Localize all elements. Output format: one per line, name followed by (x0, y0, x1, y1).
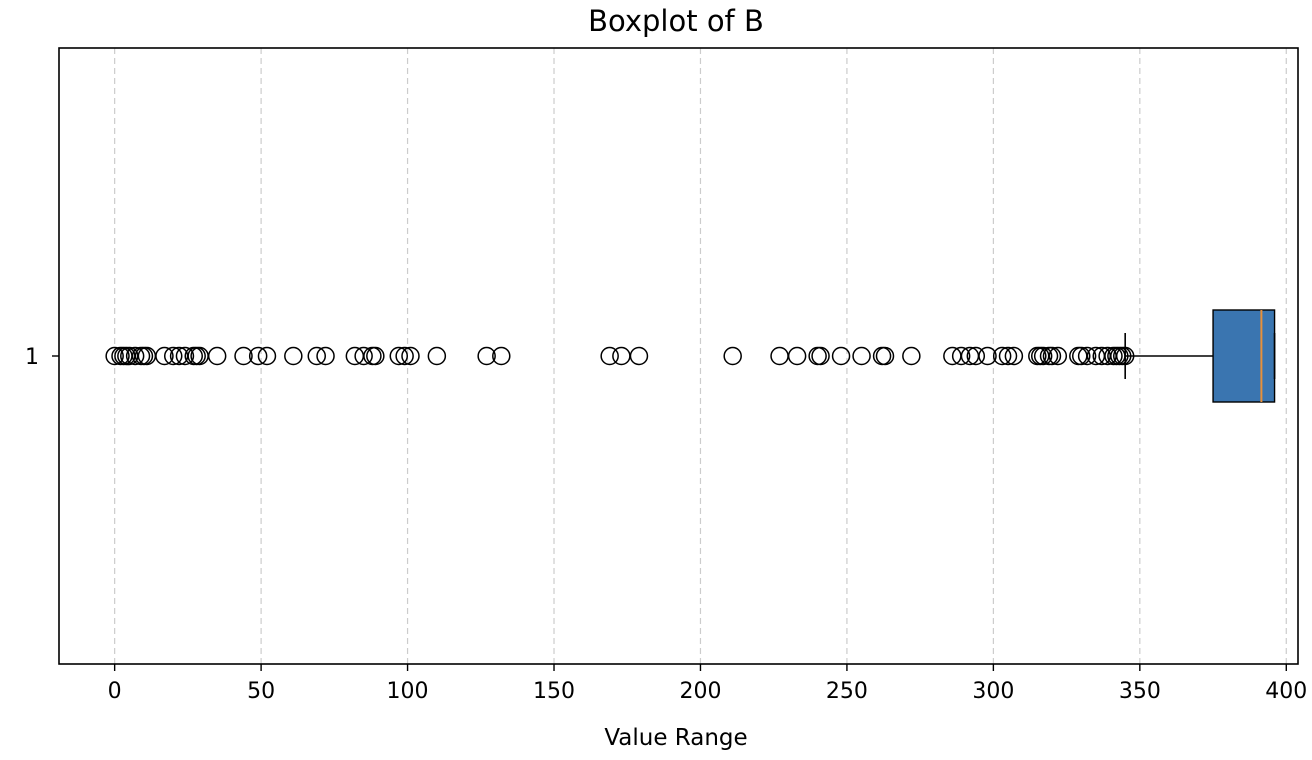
outlier-point (852, 346, 871, 366)
outlier-point (105, 346, 124, 366)
outlier-point (1115, 346, 1135, 366)
outlier-point (248, 346, 268, 366)
x-tick-label: 50 (247, 679, 275, 704)
outlier-point (1048, 346, 1068, 366)
outlier-point (811, 346, 830, 366)
x-tick-label: 250 (826, 679, 868, 704)
x-tick-label: 100 (387, 679, 429, 704)
box-plot (1124, 309, 1276, 403)
outlier-point (234, 346, 253, 366)
outlier-point (366, 346, 385, 366)
outlier-point (401, 346, 420, 366)
outlier-point (395, 346, 414, 366)
x-tick-label: 150 (533, 679, 575, 704)
x-tick-label: 350 (1119, 679, 1161, 704)
outlier-point (1033, 346, 1053, 366)
outlier-point (770, 346, 789, 366)
x-tick-label: 300 (972, 679, 1014, 704)
outlier-point (875, 346, 895, 366)
outlier-point (1004, 346, 1024, 366)
outlier-point (612, 346, 631, 366)
outlier-point (427, 346, 447, 366)
outlier-point (998, 346, 1018, 366)
outlier-point (257, 346, 277, 366)
outlier-point (307, 346, 327, 366)
outlier-point (354, 346, 373, 366)
outlier-point (723, 346, 742, 366)
grid-lines (114, 48, 1287, 664)
outlier-point (1071, 346, 1091, 366)
x-tick-label: 200 (679, 679, 721, 704)
y-tick-label: 1 (25, 345, 39, 370)
axis-ticks: 0 50 100 150 200 250 300 350 400 1 (25, 345, 1307, 704)
outlier-point (629, 346, 649, 366)
x-tick-label: 400 (1265, 679, 1307, 704)
outlier-point (477, 346, 496, 366)
plot-frame (58, 47, 1299, 665)
outlier-point (163, 346, 183, 366)
outlier-point (902, 346, 921, 366)
outlier-points (105, 346, 1135, 366)
x-axis-label: Value Range (604, 725, 747, 751)
outlier-point (951, 346, 971, 366)
outlier-point (600, 346, 619, 366)
outlier-point (492, 346, 511, 366)
outlier-point (1077, 346, 1097, 366)
outlier-point (207, 346, 227, 366)
outlier-point (966, 346, 986, 366)
outlier-point (125, 346, 145, 366)
outlier-point (316, 346, 335, 366)
outlier-point (978, 346, 997, 366)
chart-title: Boxplot of B (588, 4, 764, 38)
outlier-point (284, 346, 303, 366)
outlier-point (787, 346, 807, 366)
outlier-point (155, 346, 174, 366)
outlier-point (831, 346, 851, 366)
box-iqr (1212, 309, 1276, 403)
outlier-point (1042, 346, 1062, 366)
outlier-point (175, 346, 195, 366)
outlier-point (389, 346, 409, 366)
outlier-point (992, 346, 1012, 366)
x-tick-label: 0 (108, 679, 122, 704)
